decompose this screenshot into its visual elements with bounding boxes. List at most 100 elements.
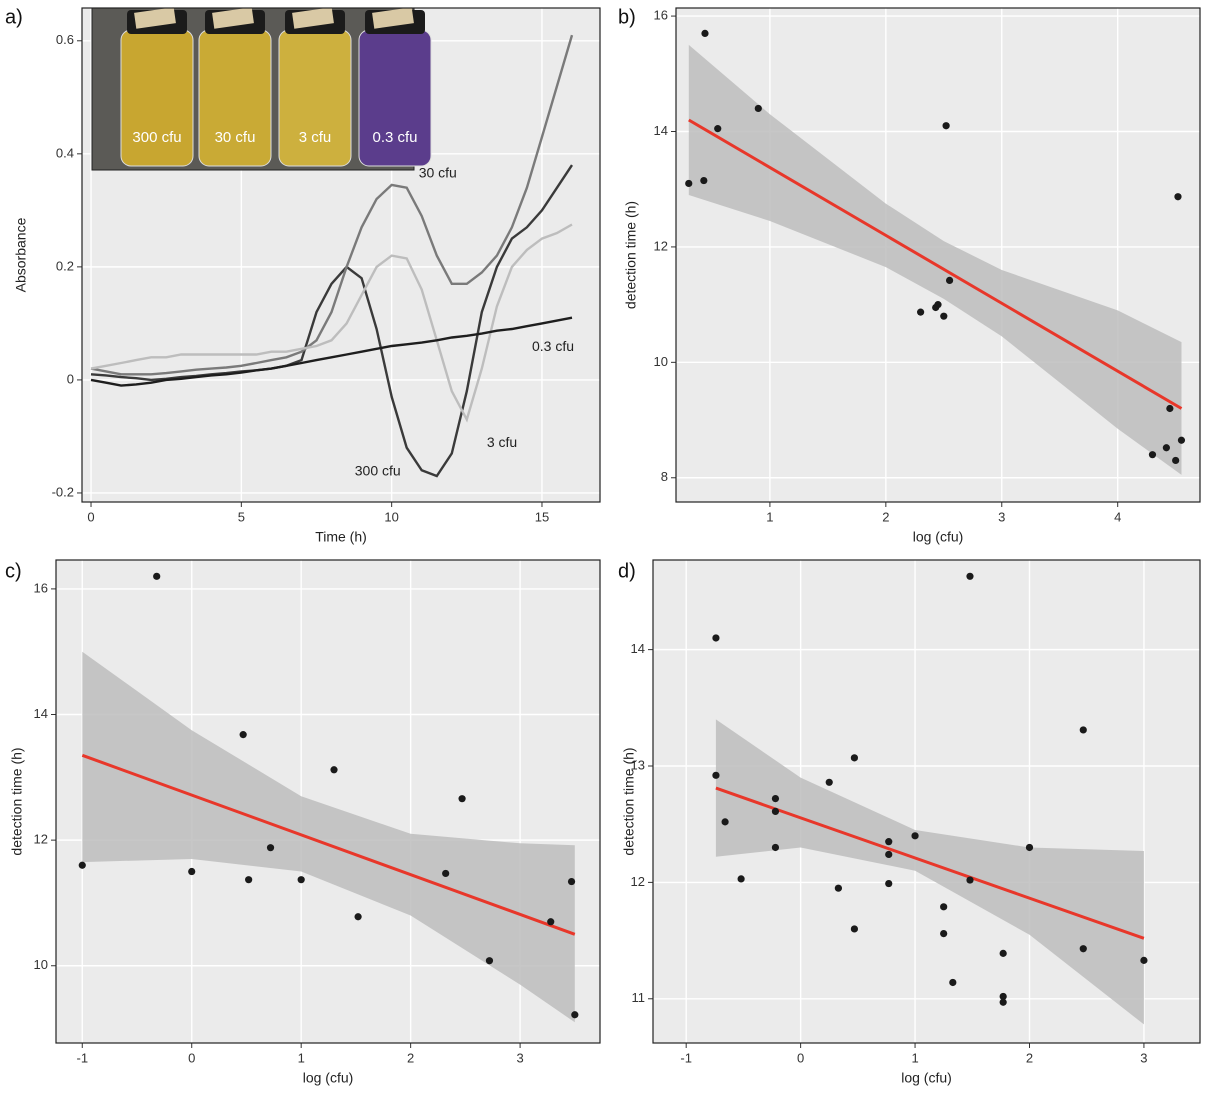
plot-border [675,7,1201,503]
x-tick-label: 2 [1026,1050,1033,1065]
y-tick-label: 8 [661,469,668,484]
point [834,884,842,892]
jar-tape [292,7,334,29]
jar-label: 30 cfu [215,129,256,146]
point [945,276,954,284]
point [1166,404,1174,413]
point [297,876,305,884]
jar-tape [372,7,414,29]
point [354,913,362,921]
confidence-band [688,44,1182,475]
x-tick-label: 0 [797,1050,804,1065]
y-tick-label: 16 [654,8,668,23]
point [1177,436,1186,444]
x-tick-label: 5 [238,509,245,524]
point [940,312,948,320]
x-tick-label: 15 [535,509,549,524]
point [934,301,942,309]
point [885,850,893,859]
panel: 0 5 10 15 -0.2 0 0.2 0.4 0.6 a) Time (h) Absorbance… [5,6,601,545]
point [1174,193,1182,201]
y-tick-label: 0.2 [56,258,74,273]
point [188,867,196,876]
point [714,125,722,133]
y-tick-label: 14 [654,123,668,138]
point [754,104,762,113]
point [547,918,555,926]
data-line [90,223,573,423]
point [685,179,693,188]
point [239,731,247,739]
point [567,877,576,886]
x-tick-label: 2 [407,1050,414,1065]
point [999,992,1007,1001]
point [1140,956,1148,964]
y-tick-label: 16 [34,580,48,595]
y-tick-label: 10 [34,957,48,972]
jar-tape [212,7,254,29]
point [949,978,957,987]
point [78,861,86,869]
plot-border [652,559,1201,1044]
y-tick-label: 11 [632,990,646,1005]
x-tick-label: 0 [87,509,94,524]
x-tick-label: 4 [1114,509,1121,524]
x-tick-label: -1 [76,1050,88,1065]
y-axis-label: detection time (h) [623,201,639,309]
point [245,876,253,884]
point [850,754,859,762]
y-tick-label: 14 [34,706,48,721]
y-axis-label: detection time (h) [9,747,25,855]
point [966,572,974,580]
x-tick-label: 1 [911,1050,918,1065]
point [999,949,1007,957]
x-tick-label: 3 [998,509,1005,524]
point [330,766,338,774]
point [721,818,729,826]
line-label: 3 cfu [487,434,517,450]
y-tick-label: 12 [654,238,668,253]
x-tick-label: -1 [680,1050,692,1065]
line-label: 0.3 cfu [532,338,574,354]
y-tick-label: -0.2 [52,484,74,499]
point [940,903,948,911]
point [571,1011,579,1019]
x-tick-label: 1 [298,1050,305,1065]
y-tick-label: 12 [631,874,645,889]
x-axis-label: log (cfu) [303,1070,354,1086]
data-line [90,34,574,376]
x-tick-label: 0 [188,1050,195,1065]
point [771,843,780,852]
point [266,844,275,852]
y-tick-label: 0 [67,371,74,386]
x-tick-label: 3 [1140,1050,1147,1065]
y-tick-label: 12 [34,832,48,847]
panel-label: a) [5,6,23,28]
point [442,869,450,878]
point [1162,444,1170,452]
panel-label: b) [618,6,636,28]
inset-photo: 300 cfu 30 cfu 3 cfu 0.3 cfu [91,7,432,171]
x-axis-label: log (cfu) [901,1070,952,1086]
point [771,807,780,815]
jar-tape [134,7,176,29]
y-tick-label: 10 [654,354,668,369]
point [999,998,1007,1006]
point [1079,726,1087,734]
point [940,929,948,938]
x-tick-label: 2 [882,509,889,524]
line-label: 30 cfu [419,164,457,180]
point [737,875,745,883]
y-tick-label: 14 [631,641,645,656]
point [458,795,466,803]
x-axis-label: log (cfu) [913,529,964,545]
point [850,925,859,933]
point [885,879,893,888]
point [153,572,161,580]
x-axis-label: Time (h) [315,529,367,545]
point [911,832,919,840]
point [1172,456,1180,465]
